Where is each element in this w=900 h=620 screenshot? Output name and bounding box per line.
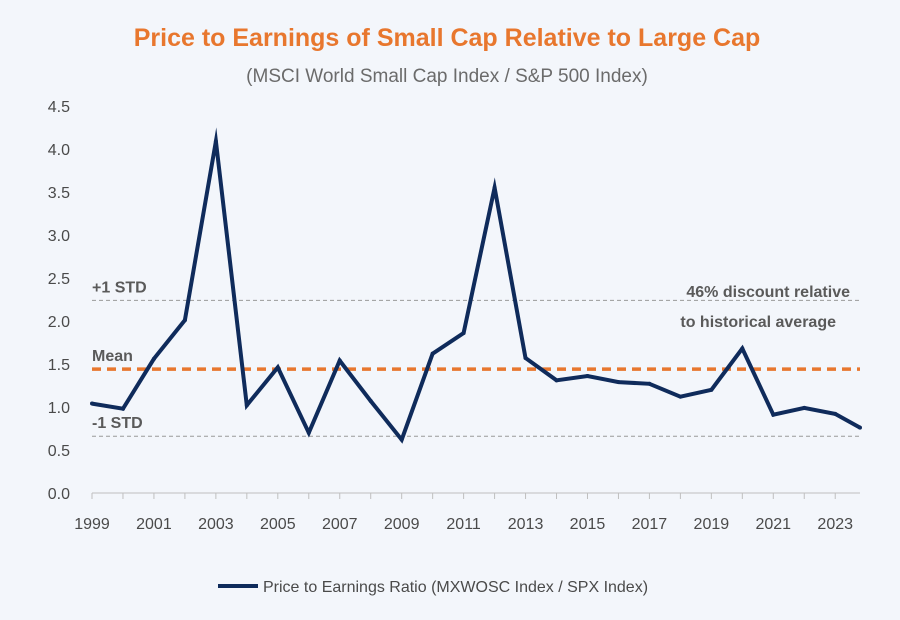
data-point <box>399 437 404 442</box>
y-tick-label: 4.5 <box>48 99 70 116</box>
reference-lines: +1 STD Mean -1 STD <box>92 279 860 437</box>
x-tick-label: 2009 <box>384 516 420 533</box>
data-point <box>244 403 249 408</box>
data-point <box>213 139 218 144</box>
data-point <box>275 365 280 370</box>
data-point <box>182 318 187 323</box>
y-tick-label: 0.0 <box>48 486 70 503</box>
y-tick-label: 3.0 <box>48 228 70 245</box>
x-tick-label: 2019 <box>694 516 730 533</box>
data-point <box>647 381 652 386</box>
data-point <box>709 387 714 392</box>
data-point <box>461 331 466 336</box>
data-point <box>90 401 94 406</box>
data-point <box>585 374 590 379</box>
annotation-line-2: to historical average <box>680 314 836 331</box>
x-tick-label: 2015 <box>570 516 606 533</box>
reference-line-label: -1 STD <box>92 415 143 432</box>
x-tick-label: 2017 <box>632 516 668 533</box>
data-point <box>337 358 342 363</box>
legend-label: Price to Earnings Ratio (MXWOSC Index / … <box>263 579 648 596</box>
data-point <box>858 425 862 430</box>
data-point <box>616 380 621 385</box>
chart-title: Price to Earnings of Small Cap Relative … <box>134 24 761 52</box>
reference-line-label: Mean <box>92 348 133 365</box>
x-tick-label: 2013 <box>508 516 544 533</box>
y-tick-label: 2.0 <box>48 314 70 331</box>
x-tick-label: 2001 <box>136 516 172 533</box>
x-tick-label: 2003 <box>198 516 234 533</box>
x-tick-label: 2023 <box>817 516 853 533</box>
y-tick-label: 1.5 <box>48 357 70 374</box>
y-axis: 0.0 0.5 1.0 1.5 2.0 2.5 3.0 3.5 4.0 4.5 <box>48 99 70 503</box>
data-point <box>151 356 156 361</box>
data-point <box>740 346 745 351</box>
data-point <box>306 430 311 435</box>
y-tick-label: 4.0 <box>48 142 70 159</box>
data-point <box>554 378 559 383</box>
chart-subtitle: (MSCI World Small Cap Index / S&P 500 In… <box>246 66 648 87</box>
y-tick-label: 0.5 <box>48 443 70 460</box>
legend: Price to Earnings Ratio (MXWOSC Index / … <box>218 579 648 596</box>
data-point <box>678 394 683 399</box>
series-line <box>91 127 861 444</box>
y-tick-label: 2.5 <box>48 271 70 288</box>
x-tick-label: 2005 <box>260 516 296 533</box>
x-tick-label: 1999 <box>74 516 110 533</box>
data-point <box>492 185 497 190</box>
data-point <box>771 412 776 417</box>
y-tick-label: 1.0 <box>48 400 70 417</box>
annotation-line-1: 46% discount relative <box>686 284 850 301</box>
x-tick-label: 2021 <box>755 516 791 533</box>
data-point <box>802 405 807 410</box>
y-tick-label: 3.5 <box>48 185 70 202</box>
series-layer <box>90 127 862 444</box>
data-point <box>833 411 838 416</box>
x-axis: 1999 2001 2003 2005 2007 2009 2011 2013 2015 2017… <box>74 492 860 533</box>
data-point <box>523 355 528 360</box>
data-point <box>430 351 435 356</box>
data-point <box>120 406 125 411</box>
reference-line-label: +1 STD <box>92 279 147 296</box>
data-point <box>368 398 373 403</box>
x-tick-label: 2007 <box>322 516 358 533</box>
x-tick-label: 2011 <box>446 516 481 533</box>
